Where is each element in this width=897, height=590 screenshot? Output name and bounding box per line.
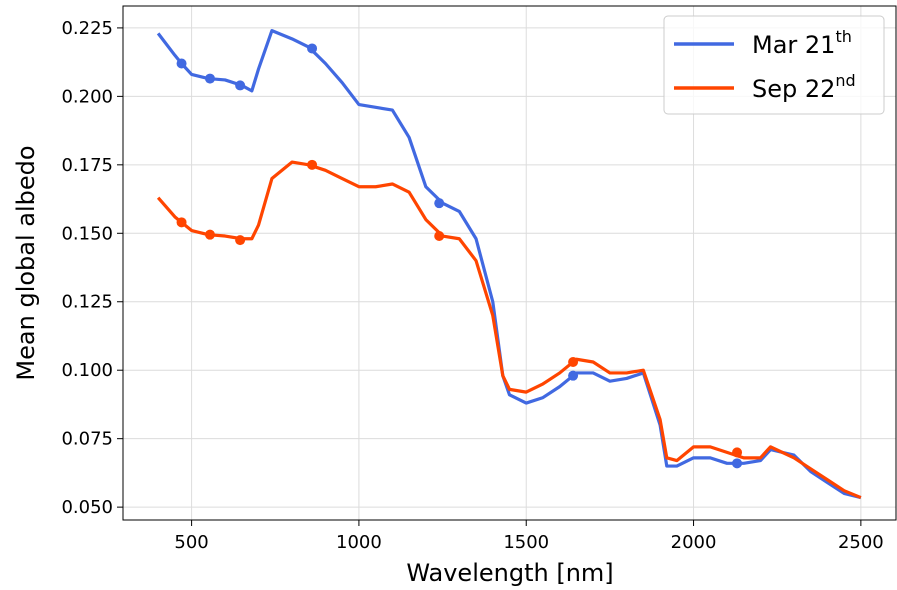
x-tick-label: 1000 [336,532,382,553]
marker [568,370,579,381]
y-axis-label: Mean global albedo [12,145,40,380]
marker [176,58,187,69]
marker [235,235,246,246]
marker [205,229,216,240]
y-tick-label: 0.225 [61,18,113,39]
legend-sup: nd [835,71,855,90]
y-tick-label: 0.050 [61,497,113,518]
marker [434,198,445,209]
x-tick-label: 2000 [671,532,717,553]
x-tick-label: 500 [174,532,208,553]
marker [732,447,743,458]
y-tick-label: 0.075 [61,429,113,450]
marker [176,217,187,228]
marker [307,43,318,54]
y-tick-label: 0.200 [61,86,113,107]
x-axis-label: Wavelength [nm] [406,559,613,587]
marker [205,73,216,84]
marker [732,458,743,469]
x-tick-label: 2500 [838,532,884,553]
legend-label: Sep 22nd [752,71,856,103]
legend-name: Mar 21 [752,31,835,59]
marker [235,80,246,91]
legend-label: Mar 21th [752,27,852,59]
y-tick-label: 0.150 [61,223,113,244]
x-tick-label: 1500 [503,532,549,553]
y-tick-label: 0.175 [61,155,113,176]
y-tick-label: 0.100 [61,360,113,381]
line [156,160,862,500]
legend-sup: th [835,27,851,46]
plot-frame [122,5,897,521]
marker [307,159,318,170]
legend-name: Sep 22 [752,75,835,103]
marker [568,356,579,367]
y-tick-label: 0.125 [61,292,113,313]
marker [434,231,445,242]
